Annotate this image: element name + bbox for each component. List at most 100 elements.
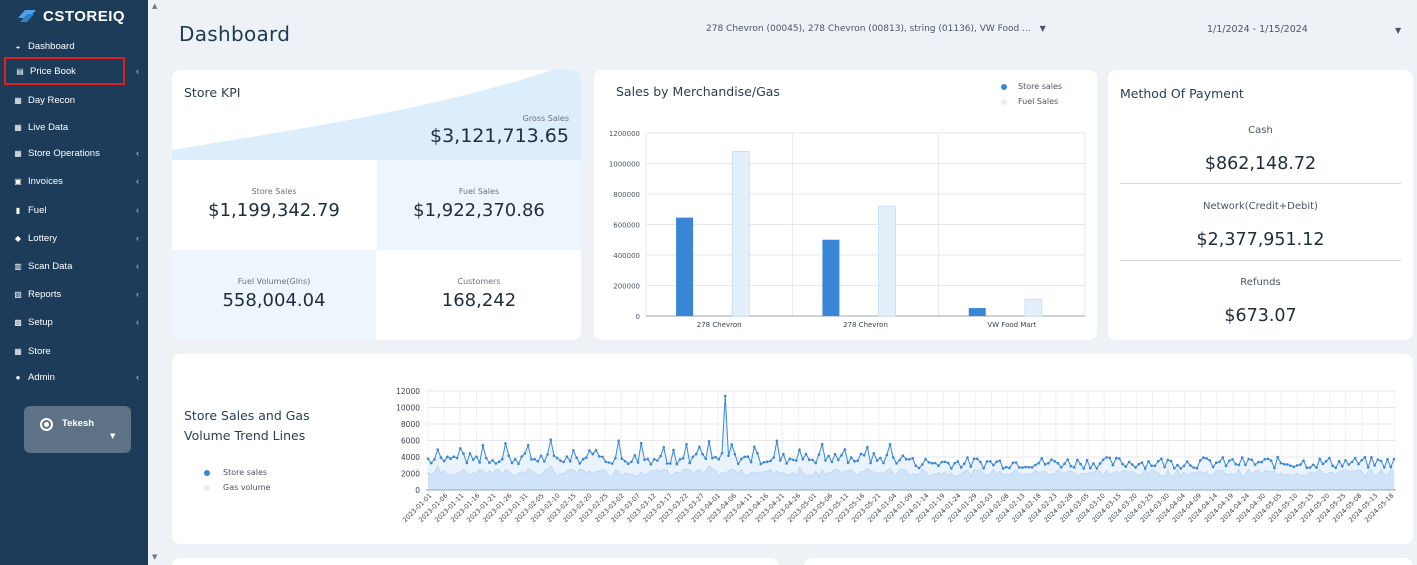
sidebar-item-reports[interactable]: ▧ Reports ‹ (0, 280, 148, 308)
ticket-icon: ◆ (14, 233, 22, 243)
store-sales-point (804, 452, 808, 456)
store-sales-point (1034, 463, 1037, 467)
user-menu[interactable]: Tekesh ▼ (24, 406, 131, 453)
refunds-value: $673.07 (1224, 306, 1297, 326)
store-sales-point (898, 458, 901, 462)
sidebar-item-store[interactable]: ▦ Store (0, 337, 148, 365)
sidebar-item-label: Store Operations (28, 147, 100, 159)
store-sales-point (1150, 464, 1153, 468)
sidebar-item-dashboard[interactable]: ◒ Dashboard (0, 32, 148, 60)
sidebar-item-store-operations[interactable]: ▦ Store Operations ‹ (0, 139, 148, 167)
store-sales-point (1347, 463, 1351, 466)
network-label: Network(Credit+Debit) (1203, 201, 1318, 212)
store-sales-point (930, 461, 934, 465)
store-sales-point (1185, 460, 1189, 463)
sidebar-item-scan-data[interactable]: ▥ Scan Data ‹ (0, 252, 148, 280)
legend-trend-gas-volume[interactable]: Gas volume (204, 483, 270, 492)
store-sales-point (1379, 459, 1383, 463)
store-sales-point (711, 456, 714, 460)
store-sales-point (937, 464, 940, 467)
store-sales-point (646, 457, 649, 461)
chevron-left-icon: ‹ (136, 148, 139, 158)
barcode-icon: ▥ (14, 261, 22, 271)
sidebar-item-fuel[interactable]: ▮ Fuel ‹ (0, 196, 148, 224)
store-sales-point (1182, 464, 1186, 468)
store-sales-point (1315, 466, 1318, 469)
bottom-card-left (172, 558, 779, 565)
legend-fuel-sales[interactable]: Fuel Sales (1001, 97, 1058, 106)
store-sales-point (649, 463, 653, 466)
store-sales-point (1014, 461, 1018, 464)
x-tick-label: VW Food Mart (987, 321, 1036, 329)
store-sales-point (975, 457, 979, 461)
fuel-volume-value: 558,004.04 (222, 290, 326, 311)
legend-dot (204, 484, 210, 491)
store-sales-point (507, 454, 511, 457)
store-sales-point (1040, 457, 1044, 460)
store-sales-point (449, 457, 452, 460)
store-sales-point (578, 462, 582, 465)
caret-down-icon: ▼ (1039, 24, 1046, 33)
sidebar-item-label: Live Data (28, 121, 69, 133)
store-sales-point (759, 462, 763, 466)
cash-value: $862,148.72 (1204, 154, 1317, 174)
store-sales-point (1392, 457, 1396, 461)
store-sales-point (785, 462, 788, 465)
store-sales-point (510, 461, 514, 465)
store-sales-point (1189, 464, 1192, 467)
sidebar-item-price-book[interactable]: ▤ Price Book ‹ (4, 57, 139, 85)
store-sales-point (1024, 465, 1027, 469)
store-sales-point (465, 461, 469, 465)
store-sales-value: $1,199,342.79 (208, 200, 340, 221)
store-sales-point (1366, 466, 1370, 469)
store-sales-point (1247, 457, 1250, 461)
legend-trend-store-sales[interactable]: Store sales (204, 468, 267, 477)
date-range-picker[interactable]: 1/1/2024 - 1/15/2024 ▼ (1207, 24, 1401, 35)
store-sales-point (927, 461, 931, 464)
store-sales-point (1069, 464, 1073, 468)
store-sales-point (723, 394, 727, 398)
legend-store-sales[interactable]: Store sales (1001, 82, 1062, 91)
scroll-down-icon[interactable]: ▼ (152, 553, 158, 561)
store-sales-point (769, 459, 772, 463)
store-filter-select[interactable]: 278 Chevron (00045), 278 Chevron (00813)… (706, 24, 1046, 34)
store-sales-point (1370, 456, 1373, 459)
store-sales-point (795, 459, 798, 462)
store-sales-point (843, 448, 847, 451)
sidebar-item-setup[interactable]: ▩ Setup ‹ (0, 308, 148, 336)
store-sales-point (678, 458, 682, 461)
store-sales-point (1137, 462, 1141, 466)
store-sales-point (1221, 456, 1225, 459)
sidebar-item-day-recon[interactable]: ▦ Day Recon (0, 86, 148, 114)
brand[interactable]: CSTOREIQ (0, 0, 148, 32)
store-sales-point (969, 465, 973, 468)
gross-sales-label: Gross Sales (522, 114, 569, 123)
store-sales-point (895, 462, 898, 465)
sidebar-item-admin[interactable]: ● Admin ‹ (0, 363, 148, 391)
store-sales-point (1295, 464, 1299, 467)
store-sales-point (824, 459, 827, 462)
sidebar-item-live-data[interactable]: ▦ Live Data (0, 113, 148, 141)
store-sales-point (1215, 461, 1218, 464)
sidebar-item-lottery[interactable]: ◆ Lottery ‹ (0, 224, 148, 252)
store-sales-point (1279, 461, 1283, 465)
sidebar-item-invoices[interactable]: ▣ Invoices ‹ (0, 167, 148, 195)
fuel-sales-tile: Fuel Sales $1,922,370.86 (377, 160, 581, 250)
scroll-up-icon[interactable]: ▲ (152, 2, 158, 10)
divider (1120, 183, 1401, 184)
store-sales-point (1092, 462, 1095, 465)
chevron-left-icon: ‹ (136, 261, 139, 271)
kpi-header-wave (172, 70, 581, 160)
store-sales-point (1027, 465, 1031, 469)
store-sales-point (610, 462, 614, 465)
store-sales-point (562, 460, 565, 464)
user-circle-icon (40, 418, 53, 431)
grid-icon: ▦ (14, 95, 22, 105)
store-sales-point (1282, 462, 1286, 466)
store-sales-point (691, 455, 695, 459)
store-sales-point (685, 443, 688, 446)
store-sales-point (707, 440, 711, 443)
store-sales-point (675, 462, 679, 466)
store-sales-point (552, 454, 556, 458)
grid-icon: ▦ (14, 148, 22, 158)
